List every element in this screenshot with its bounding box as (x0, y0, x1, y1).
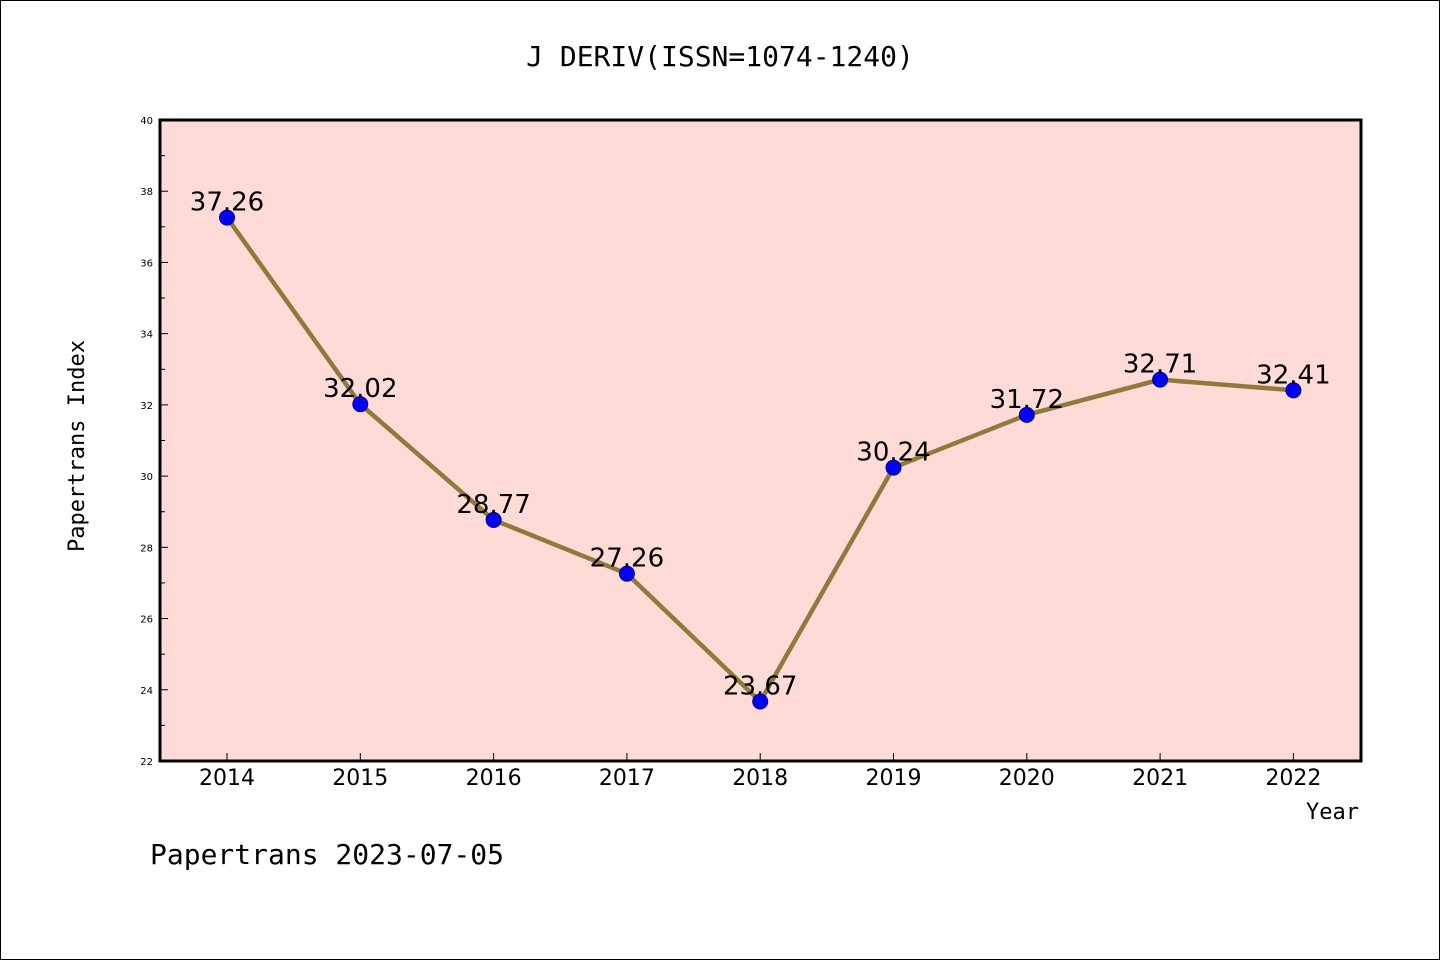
data-label: 32.41 (1256, 360, 1330, 390)
x-tick-label: 2015 (332, 766, 388, 791)
data-point (1285, 382, 1302, 399)
y-tick-label: 40 (140, 116, 153, 127)
y-tick-label: 26 (140, 615, 153, 626)
plot-area (160, 120, 1361, 761)
y-tick-label: 30 (140, 472, 153, 483)
data-label: 23.67 (723, 672, 797, 702)
data-point (618, 565, 635, 582)
y-tick-label: 28 (140, 543, 153, 554)
footer-text: Papertrans 2023-07-05 (150, 838, 504, 871)
chart-title: J DERIV(ISSN=1074-1240) (526, 40, 914, 73)
y-axis-label: Papertrans Index (65, 340, 90, 552)
data-point (752, 693, 769, 710)
data-label: 32.02 (323, 374, 397, 404)
y-tick-label: 38 (140, 187, 153, 198)
data-label: 31.72 (990, 385, 1064, 415)
y-tick-label: 32 (140, 401, 153, 412)
data-point (485, 511, 502, 528)
data-label: 28.77 (456, 490, 530, 520)
data-labels: 37.26 32.02 28.77 27.26 23.67 30.24 31.72 32.71… (190, 188, 1331, 702)
x-tick-label: 2018 (732, 766, 788, 791)
series-line (219, 209, 1302, 710)
x-axis: 2014 2015 2016 2017 2018 2019 2020 2021 2022 (199, 753, 1321, 791)
data-point (885, 459, 902, 476)
data-label: 30.24 (856, 438, 930, 468)
y-tick-label: 34 (140, 330, 153, 341)
x-axis-label: Year (1306, 800, 1359, 825)
x-tick-label: 2017 (599, 766, 655, 791)
data-point (1152, 371, 1169, 388)
y-tick-label: 22 (140, 757, 153, 768)
data-label: 37.26 (190, 188, 264, 218)
x-tick-label: 2014 (199, 766, 255, 791)
x-tick-label: 2016 (466, 766, 522, 791)
data-point (352, 396, 369, 413)
y-tick-label: 36 (140, 258, 153, 269)
x-tick-label: 2021 (1132, 766, 1188, 791)
data-label: 32.71 (1123, 350, 1197, 380)
y-tick-label: 24 (140, 686, 153, 697)
data-point (1018, 406, 1035, 423)
data-point (219, 209, 235, 226)
data-label: 27.26 (590, 544, 664, 574)
x-tick-label: 2019 (866, 766, 922, 791)
x-tick-label: 2020 (999, 766, 1055, 791)
plot-frame (158, 118, 1363, 763)
x-tick-label: 2022 (1265, 766, 1321, 791)
